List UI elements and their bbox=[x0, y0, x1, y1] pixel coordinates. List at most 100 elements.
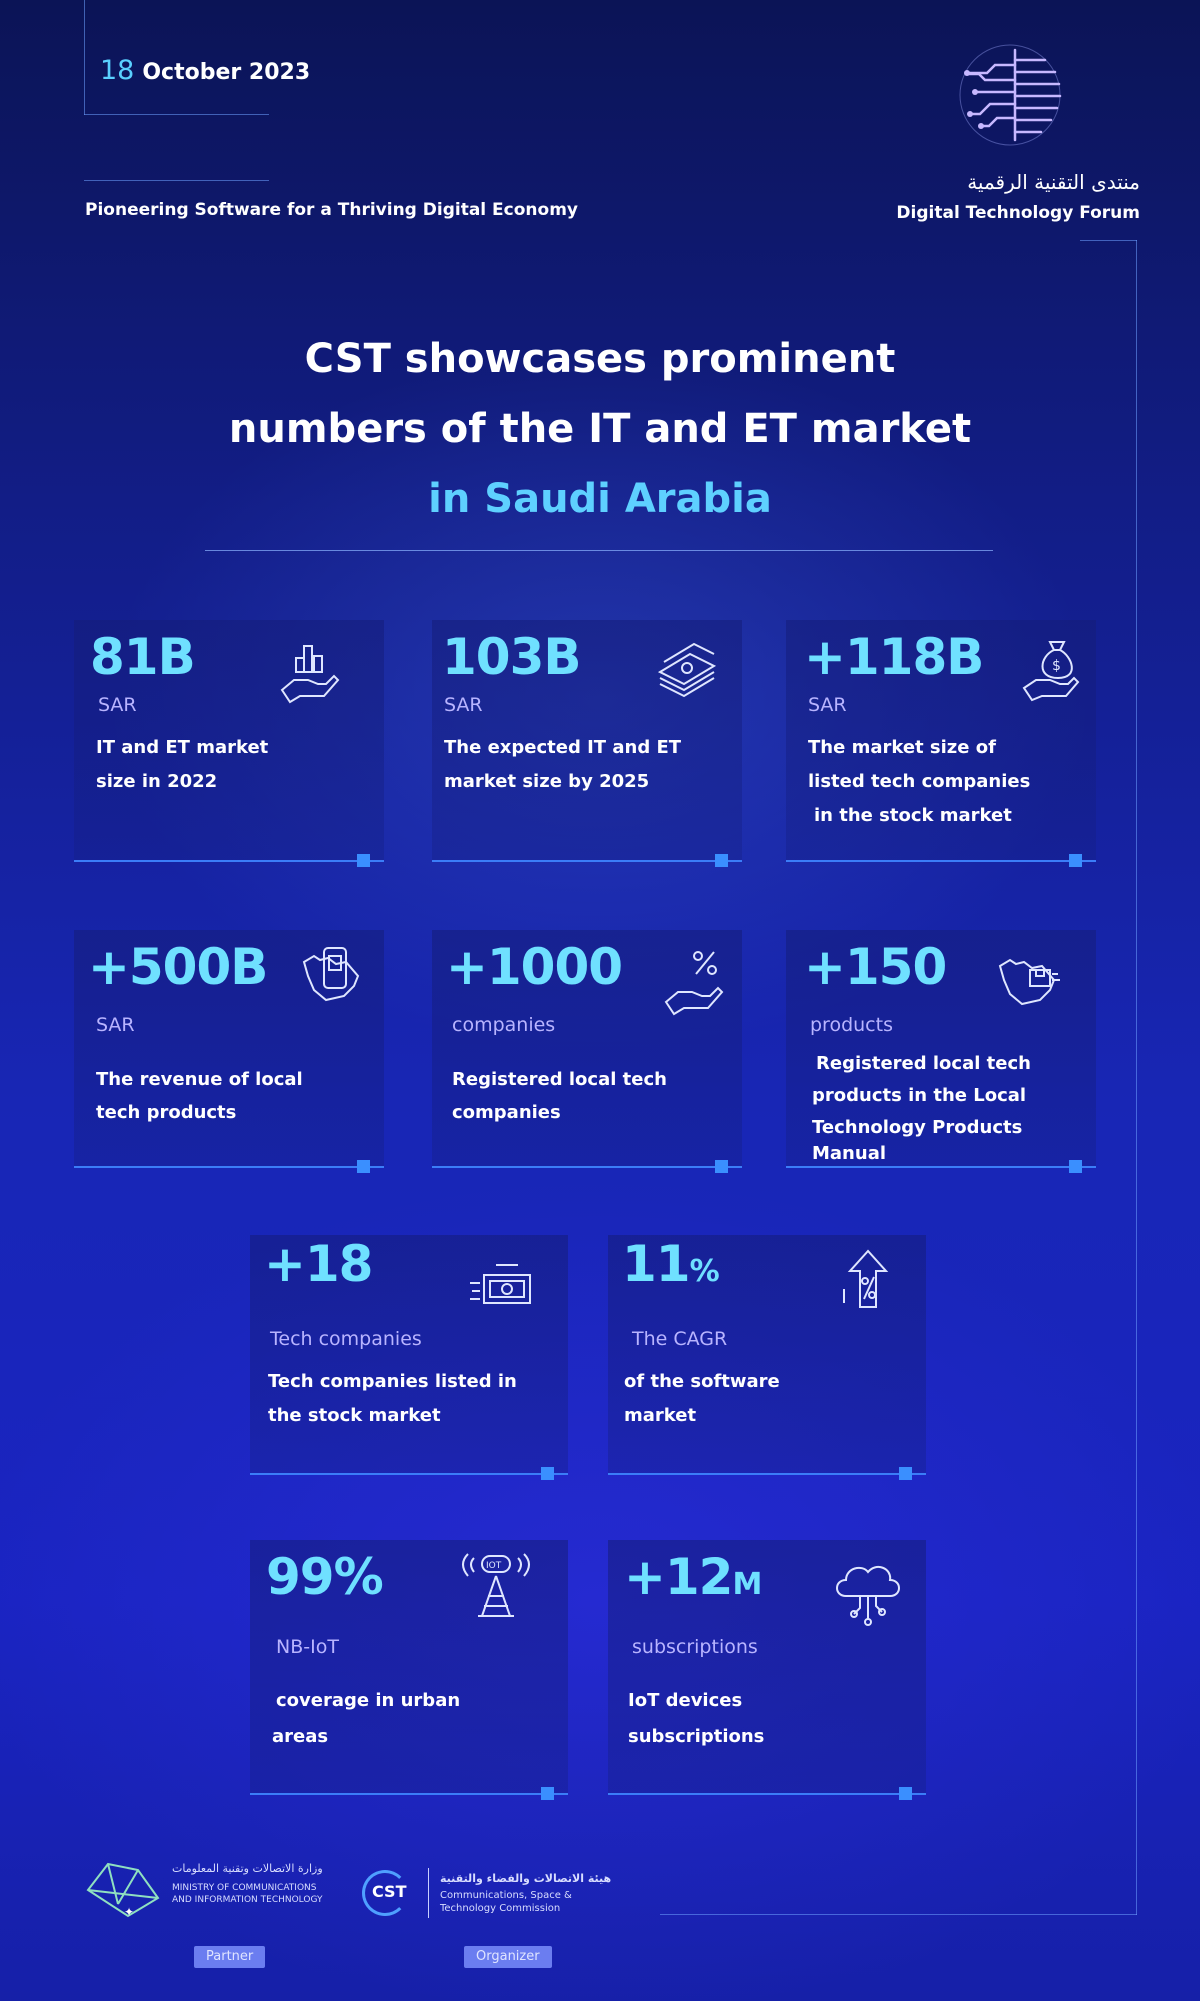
stat-description-line: tech products bbox=[96, 1102, 237, 1123]
stat-unit: SAR bbox=[96, 1014, 135, 1036]
stat-description-line: in the stock market bbox=[814, 805, 1012, 826]
stat-card-expected-market-2025: 103B SAR The expected IT and ET market s… bbox=[432, 620, 742, 867]
stat-description-line: IT and ET market bbox=[96, 737, 269, 758]
event-date: 18 October 2023 bbox=[100, 55, 310, 86]
iot-tower-icon: IOT bbox=[460, 1552, 532, 1624]
ministry-logo: ✦ وزارة الاتصالات وتقنية المعلومات MINIS… bbox=[84, 1860, 324, 1918]
stat-card-registered-products: +150 products Registered local tech prod… bbox=[786, 930, 1096, 1173]
stat-unit: The CAGR bbox=[632, 1328, 728, 1350]
stat-unit: products bbox=[810, 1014, 893, 1036]
cst-emblem-icon bbox=[362, 1870, 408, 1916]
stat-unit: SAR bbox=[98, 694, 137, 716]
map-phone-icon bbox=[296, 942, 368, 1014]
stat-value: 103B bbox=[442, 628, 581, 686]
ministry-name-arabic: وزارة الاتصالات وتقنية المعلومات bbox=[172, 1862, 323, 1875]
forum-name-english: Digital Technology Forum bbox=[896, 203, 1140, 223]
stat-value-subscriptions: +12M bbox=[624, 1548, 762, 1606]
card-corner-marker bbox=[715, 1160, 728, 1173]
stat-card-it-et-market-2022: 81B SAR IT and ET market size in 2022 bbox=[74, 620, 384, 867]
stat-value: +500B bbox=[88, 938, 268, 996]
stat-description-line: market bbox=[624, 1405, 697, 1426]
headline-line-2: numbers of the IT and ET market bbox=[228, 406, 972, 452]
svg-text:IOT: IOT bbox=[486, 1561, 502, 1571]
frame-line-tagline bbox=[84, 180, 269, 181]
cst-name-english-line-1: Communications, Space & bbox=[440, 1890, 572, 1901]
date-day: 18 bbox=[100, 55, 135, 86]
stat-card-listed-tech-market-size: +118B SAR The market size of listed tech… bbox=[786, 620, 1096, 867]
stat-value: +1000 bbox=[446, 938, 623, 996]
organizer-badge: Organizer bbox=[464, 1946, 552, 1968]
stat-unit: SAR bbox=[444, 694, 483, 716]
stat-value: 99% bbox=[266, 1548, 384, 1606]
stat-value: +150 bbox=[804, 938, 947, 996]
money-bag-hand-icon: $ bbox=[1018, 632, 1090, 704]
stat-description-line: size in 2022 bbox=[96, 771, 218, 792]
stat-unit: NB-IoT bbox=[276, 1636, 339, 1658]
card-corner-marker bbox=[715, 854, 728, 867]
frame-line-top-left-vertical bbox=[84, 0, 85, 115]
stat-value: +118B bbox=[804, 628, 984, 686]
stat-unit: subscriptions bbox=[632, 1636, 758, 1658]
ministry-name-english-line-2: AND INFORMATION TECHNOLOGY bbox=[172, 1895, 323, 1905]
card-corner-marker bbox=[1069, 1160, 1082, 1173]
stat-value-suffix: M bbox=[732, 1567, 762, 1602]
stat-unit: SAR bbox=[808, 694, 847, 716]
stat-value: 11 bbox=[622, 1235, 691, 1293]
stat-card-software-cagr: 11% The CAGR of the software market bbox=[608, 1235, 926, 1480]
card-corner-marker bbox=[541, 1467, 554, 1480]
stat-card-listed-tech-companies: +18 Tech companies Tech companies listed… bbox=[250, 1235, 568, 1480]
forum-logo-icon bbox=[955, 40, 1065, 150]
card-corner-marker bbox=[541, 1787, 554, 1800]
stat-description-line: the stock market bbox=[268, 1405, 441, 1426]
stat-description-line: products in the Local bbox=[812, 1085, 1027, 1106]
frame-line-bottom bbox=[660, 1914, 1137, 1915]
stat-card-registered-companies: +1000 companies Registered local tech co… bbox=[432, 930, 742, 1173]
ministry-name-english-line-1: MINISTRY OF COMMUNICATIONS bbox=[172, 1883, 317, 1893]
cst-name-arabic: هيئة الاتصالات والفضاء والتقنية bbox=[440, 1872, 612, 1885]
card-corner-marker bbox=[357, 1160, 370, 1173]
stat-description-line: areas bbox=[272, 1726, 329, 1747]
tagline: Pioneering Software for a Thriving Digit… bbox=[85, 200, 578, 220]
cst-logo-text: CST bbox=[372, 1882, 407, 1901]
hand-percent-icon bbox=[660, 944, 732, 1016]
stat-description-line: companies bbox=[452, 1102, 561, 1123]
ministry-emblem-icon: ✦ bbox=[86, 1862, 160, 1918]
card-corner-marker bbox=[1069, 854, 1082, 867]
frame-line-top-left-horizontal bbox=[84, 114, 269, 115]
svg-text:✦: ✦ bbox=[124, 1905, 134, 1918]
svg-text:$: $ bbox=[1052, 658, 1061, 674]
hand-bar-chart-icon bbox=[274, 638, 346, 710]
cst-name-english-line-2: Technology Commission bbox=[440, 1903, 561, 1914]
forum-name-arabic: منتدى التقنية الرقمية bbox=[967, 170, 1140, 194]
money-stack-icon bbox=[650, 632, 722, 704]
stat-description-line: Registered local tech bbox=[452, 1069, 667, 1090]
partner-badge: Partner bbox=[194, 1946, 266, 1968]
headline-line-3: in Saudi Arabia bbox=[428, 476, 772, 522]
cloud-tree-icon bbox=[832, 1556, 904, 1628]
cst-logo: CST هيئة الاتصالات والفضاء والتقنية Comm… bbox=[362, 1868, 682, 1920]
frame-line-right-vertical bbox=[1136, 240, 1137, 1915]
stat-description-line: Registered local tech bbox=[816, 1053, 1031, 1074]
card-corner-marker bbox=[899, 1787, 912, 1800]
frame-line-right-top bbox=[1080, 240, 1137, 241]
headline-divider bbox=[205, 550, 993, 551]
stat-card-nbiot-coverage: 99% NB-IoT coverage in urban areas IOT bbox=[250, 1540, 568, 1800]
stat-card-iot-subscriptions: +12M subscriptions IoT devices subscript… bbox=[608, 1540, 926, 1800]
card-corner-marker bbox=[899, 1467, 912, 1480]
stat-description-line: coverage in urban bbox=[276, 1690, 461, 1711]
stat-value: +12 bbox=[624, 1548, 733, 1606]
stat-description-line: The expected IT and ET bbox=[444, 737, 682, 758]
card-corner-marker bbox=[357, 854, 370, 867]
stat-value-cagr: 11% bbox=[622, 1235, 720, 1293]
stat-value: +18 bbox=[264, 1235, 373, 1293]
arrow-up-percent-icon bbox=[832, 1245, 904, 1317]
cst-divider bbox=[428, 1868, 429, 1918]
stat-value: 81B bbox=[90, 628, 196, 686]
stat-description-line: The revenue of local bbox=[96, 1069, 303, 1090]
stat-unit: Tech companies bbox=[270, 1328, 422, 1350]
map-product-icon bbox=[992, 946, 1064, 1018]
stat-card-local-tech-revenue: +500B SAR The revenue of local tech prod… bbox=[74, 930, 384, 1173]
stat-description-line: subscriptions bbox=[628, 1726, 765, 1747]
stat-description-line: Tech companies listed in bbox=[268, 1371, 517, 1392]
headline-line-1: CST showcases prominent bbox=[304, 336, 896, 382]
